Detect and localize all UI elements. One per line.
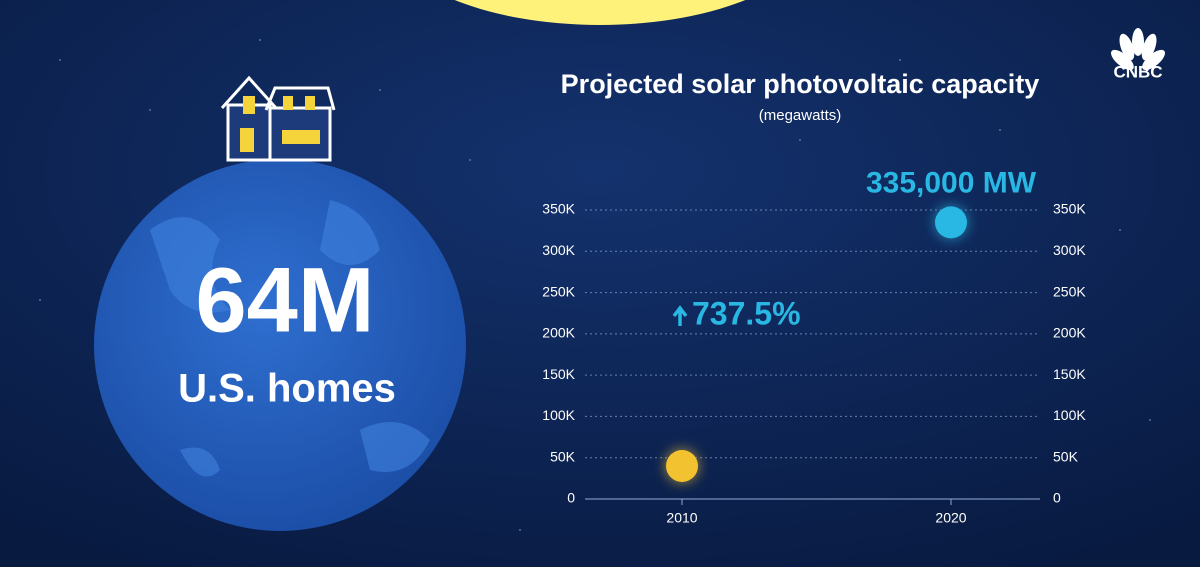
y2-tick-label: 100K [1053,407,1086,423]
chart: 0 50K 100K 150K 200K 250K 300K 350K 0 50K 100K 150K… [542,166,1086,525]
y2-tick-label: 200K [1053,325,1086,341]
increase-arrow [672,305,688,326]
y-tick-label: 50K [550,448,576,464]
x-tick-label: 2010 [666,510,697,526]
x-tick-label: 2020 [935,510,966,526]
logo: CNBC [1110,28,1166,81]
y2-tick-label: 50K [1053,448,1079,464]
y2-tick-label: 0 [1053,490,1061,506]
continents [150,200,430,477]
y-tick-label: 100K [542,407,575,423]
y2-tick-label: 150K [1053,366,1086,382]
y-tick-label: 300K [542,242,575,258]
point [666,449,698,482]
headline-label: U.S. homes [178,367,396,411]
house [220,75,336,162]
logo-text: CNBC [1113,62,1162,81]
sun [454,0,746,25]
chart-subtitle: (megawatts) [759,107,842,124]
y2-tick-label: 250K [1053,283,1086,299]
y2-tick-label: 300K [1053,242,1086,258]
y-tick-label: 350K [542,201,575,217]
value-label: 335,000 MW [866,166,1037,199]
chart-title: Projected solar photovoltaic capacity [561,69,1040,99]
headline-number: 64M [196,249,375,351]
y-tick-label: 150K [542,366,575,382]
annotation: 737.5% [692,295,801,331]
y-tick-label: 250K [542,283,575,299]
y2-tick-label: 350K [1053,201,1086,217]
y-tick-label: 0 [567,490,575,506]
point [935,206,967,239]
stars [39,39,1151,531]
y-tick-label: 200K [542,325,575,341]
